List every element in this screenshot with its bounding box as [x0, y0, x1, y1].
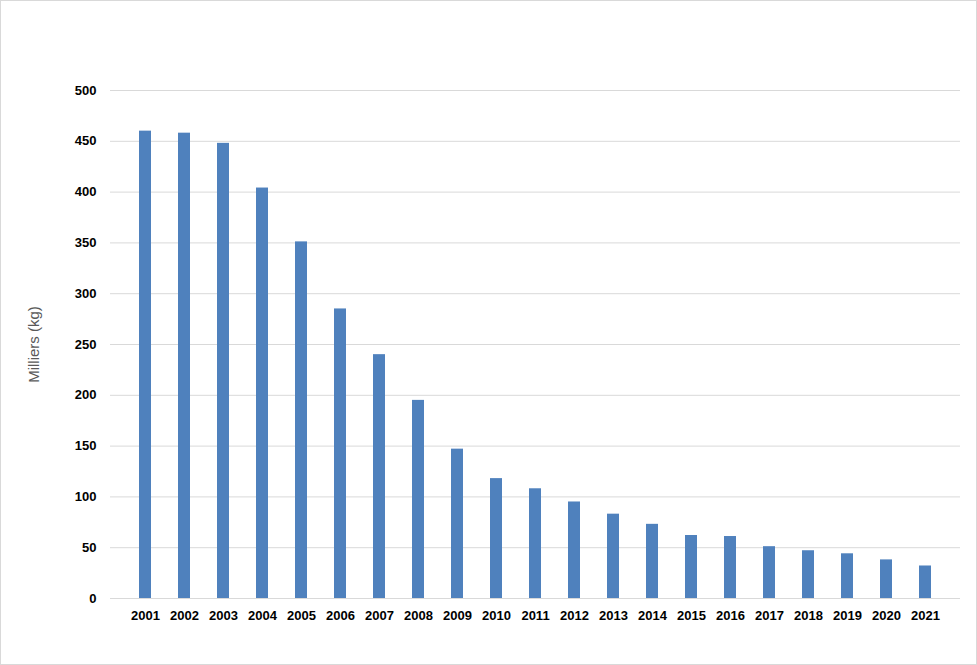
svg-text:2010: 2010 [482, 608, 511, 623]
svg-text:200: 200 [75, 387, 97, 402]
svg-text:Milliers (kg): Milliers (kg) [25, 306, 42, 383]
svg-text:2020: 2020 [872, 608, 901, 623]
svg-text:450: 450 [75, 133, 97, 148]
svg-text:2008: 2008 [404, 608, 433, 623]
svg-text:2001: 2001 [131, 608, 160, 623]
svg-text:2004: 2004 [248, 608, 278, 623]
svg-text:2009: 2009 [443, 608, 472, 623]
svg-text:400: 400 [75, 184, 97, 199]
svg-text:2013: 2013 [599, 608, 628, 623]
svg-text:250: 250 [75, 337, 97, 352]
svg-text:500: 500 [75, 83, 97, 98]
svg-text:2005: 2005 [287, 608, 316, 623]
svg-text:2006: 2006 [326, 608, 355, 623]
svg-text:350: 350 [75, 235, 97, 250]
svg-text:2002: 2002 [170, 608, 199, 623]
svg-text:2003: 2003 [209, 608, 238, 623]
svg-text:2015: 2015 [677, 608, 706, 623]
svg-text:2012: 2012 [560, 608, 589, 623]
svg-text:50: 50 [82, 540, 96, 555]
svg-text:2021: 2021 [911, 608, 940, 623]
svg-text:150: 150 [75, 438, 97, 453]
svg-text:2011: 2011 [521, 608, 549, 623]
svg-text:2014: 2014 [638, 608, 668, 623]
svg-text:0: 0 [89, 591, 96, 606]
svg-text:2019: 2019 [833, 608, 862, 623]
svg-text:2018: 2018 [794, 608, 823, 623]
svg-text:2016: 2016 [716, 608, 745, 623]
svg-text:2017: 2017 [755, 608, 784, 623]
svg-text:300: 300 [75, 286, 97, 301]
svg-text:100: 100 [75, 489, 97, 504]
svg-text:2007: 2007 [365, 608, 394, 623]
